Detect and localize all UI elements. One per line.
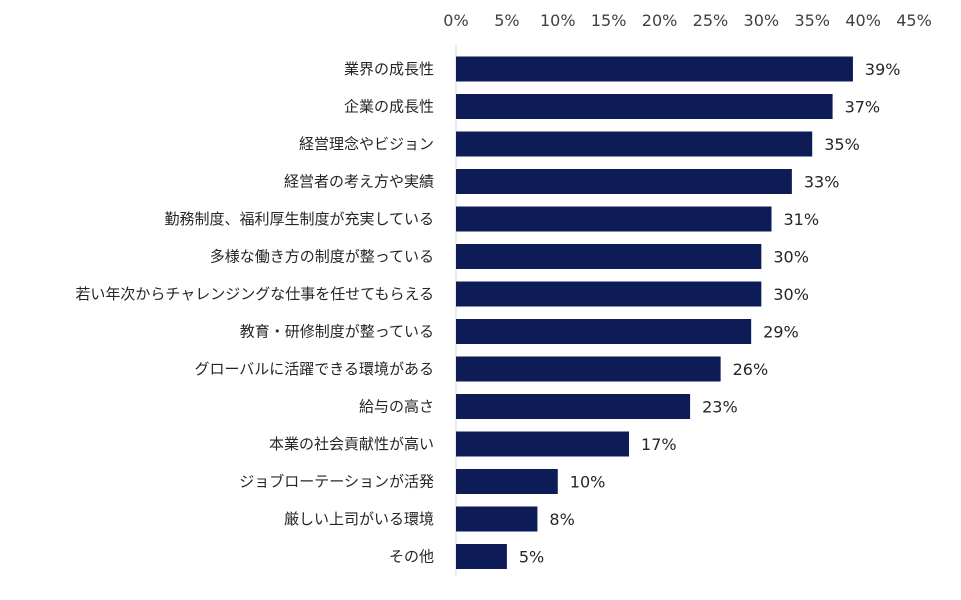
x-tick-label: 0% bbox=[443, 11, 468, 30]
x-tick-label: 15% bbox=[591, 11, 627, 30]
bars-group bbox=[456, 56, 853, 569]
data-label: 5% bbox=[519, 548, 544, 567]
category-label: 経営者の考え方や実績 bbox=[284, 173, 434, 191]
bar bbox=[456, 431, 630, 457]
data-label: 23% bbox=[702, 398, 738, 417]
x-tick-label: 45% bbox=[896, 11, 932, 30]
bar bbox=[456, 281, 762, 307]
bar bbox=[456, 356, 721, 382]
category-label: 勤務制度、福利厚生制度が充実している bbox=[164, 210, 434, 228]
x-tick-label: 40% bbox=[845, 11, 881, 30]
category-label: 多様な働き方の制度が整っている bbox=[210, 248, 434, 266]
bar bbox=[456, 244, 762, 269]
category-label: 企業の成長性 bbox=[344, 98, 434, 116]
category-labels: 業界の成長性企業の成長性経営理念やビジョン経営者の考え方や実績勤務制度、福利厚生… bbox=[75, 60, 434, 566]
category-label: その他 bbox=[389, 548, 434, 566]
x-tick-label: 5% bbox=[494, 11, 519, 30]
category-label: 給与の高さ bbox=[359, 398, 434, 416]
x-axis-ticks: 0% 5% 10% 15% 20% 25% 30% 35% 40% 45% bbox=[443, 11, 931, 30]
data-label: 39% bbox=[865, 60, 901, 79]
x-tick-label: 20% bbox=[642, 11, 678, 30]
data-label: 30% bbox=[773, 285, 809, 304]
value-labels: 39% 37% 35% 33% 31% 30% 30% 29% 26% 23% 17% 10% 8% 5% bbox=[519, 60, 901, 567]
bar bbox=[456, 319, 752, 344]
bar bbox=[456, 131, 813, 157]
bar bbox=[456, 506, 538, 532]
category-label: 業界の成長性 bbox=[344, 60, 434, 78]
bar bbox=[456, 469, 558, 494]
category-label: 本業の社会貢献性が高い bbox=[269, 435, 434, 453]
data-label: 30% bbox=[773, 248, 809, 267]
category-label: グローバルに活躍できる環境がある bbox=[194, 360, 434, 378]
bar bbox=[456, 169, 792, 194]
bar bbox=[456, 94, 833, 119]
data-label: 31% bbox=[784, 210, 820, 229]
bar bbox=[456, 544, 507, 569]
data-label: 29% bbox=[763, 323, 799, 342]
category-label: 教育・研修制度が整っている bbox=[240, 323, 434, 341]
data-label: 35% bbox=[824, 135, 860, 154]
x-tick-label: 25% bbox=[693, 11, 729, 30]
bar bbox=[456, 206, 772, 232]
category-label: 若い年次からチャレンジングな仕事を任せてもらえる bbox=[75, 285, 434, 303]
category-label: 厳しい上司がいる環境 bbox=[284, 510, 434, 528]
category-label: ジョブローテーションが活発 bbox=[239, 473, 434, 491]
data-label: 8% bbox=[549, 510, 574, 529]
category-label: 経営理念やビジョン bbox=[299, 135, 434, 153]
x-tick-label: 10% bbox=[540, 11, 576, 30]
data-label: 26% bbox=[733, 360, 769, 379]
x-tick-label: 30% bbox=[744, 11, 780, 30]
data-label: 33% bbox=[804, 173, 840, 192]
bar bbox=[456, 394, 691, 419]
data-label: 37% bbox=[845, 98, 881, 117]
data-label: 17% bbox=[641, 435, 677, 454]
bar bbox=[456, 56, 853, 82]
data-label: 10% bbox=[570, 473, 606, 492]
x-tick-label: 35% bbox=[794, 11, 830, 30]
